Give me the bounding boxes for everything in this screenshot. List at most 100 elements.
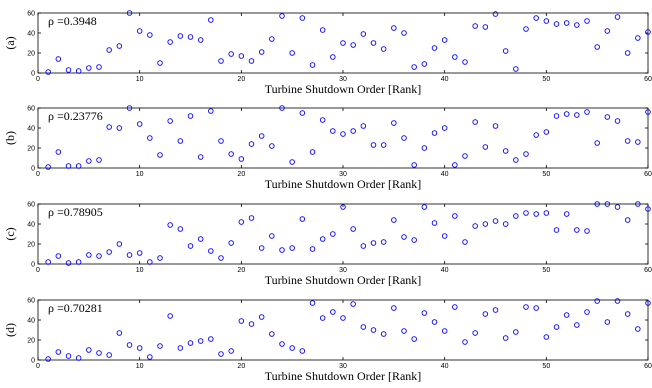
x-tick-label: 60 xyxy=(644,171,652,178)
data-point xyxy=(431,130,438,136)
y-tick-label: 20 xyxy=(27,242,35,249)
x-tick-label: 20 xyxy=(237,363,245,370)
data-point xyxy=(391,25,397,31)
data-point xyxy=(258,245,265,251)
x-tick-label: 30 xyxy=(339,171,347,178)
data-point xyxy=(431,319,438,325)
data-point xyxy=(197,37,204,43)
data-point xyxy=(126,10,133,16)
data-point xyxy=(462,59,468,65)
data-point xyxy=(513,213,519,219)
data-point xyxy=(411,237,417,243)
data-point xyxy=(238,53,245,59)
data-point xyxy=(391,305,397,311)
data-point xyxy=(492,123,499,129)
data-point xyxy=(177,345,184,351)
data-point xyxy=(482,311,489,317)
data-point xyxy=(238,318,245,324)
data-point xyxy=(75,68,82,74)
data-point xyxy=(126,252,133,258)
data-point xyxy=(340,131,346,137)
data-point xyxy=(299,110,306,116)
data-point xyxy=(594,44,600,50)
data-point xyxy=(533,305,539,311)
data-point xyxy=(45,259,51,265)
data-point xyxy=(319,27,326,33)
data-point xyxy=(289,345,295,351)
data-point xyxy=(492,307,499,313)
data-point xyxy=(574,112,580,118)
data-point xyxy=(96,157,102,163)
chart-panel: 0 10 20 30 40 50 60 0 20 40 60 (a) ρ =0.3948 Turbine … xyxy=(3,10,652,96)
data-point xyxy=(157,255,163,261)
data-point xyxy=(86,252,92,258)
data-point xyxy=(55,56,62,62)
data-point xyxy=(75,163,82,169)
data-point xyxy=(543,18,550,24)
data-point xyxy=(309,149,316,155)
data-point xyxy=(65,353,72,359)
x-tick-label: 30 xyxy=(339,267,347,274)
data-point xyxy=(167,222,173,228)
data-point xyxy=(289,50,295,56)
data-point xyxy=(624,50,631,56)
panel-label: (d) xyxy=(3,323,17,337)
data-point xyxy=(523,304,529,310)
data-point xyxy=(594,298,600,304)
data-point xyxy=(86,158,92,164)
data-point xyxy=(167,39,173,45)
data-point xyxy=(584,228,590,234)
data-point xyxy=(218,58,224,64)
data-point xyxy=(208,108,214,114)
correlation-annotation: ρ =0.78905 xyxy=(48,205,103,219)
y-tick-label: 20 xyxy=(27,338,35,345)
data-point xyxy=(360,243,367,249)
data-point xyxy=(106,47,112,53)
x-axis-label: Turbine Shutdown Order [Rank] xyxy=(265,369,422,383)
data-point xyxy=(401,30,407,36)
data-point xyxy=(279,13,285,19)
data-point xyxy=(462,153,468,159)
data-point xyxy=(421,204,428,210)
data-point xyxy=(441,125,448,131)
data-point xyxy=(472,330,478,336)
data-point xyxy=(279,341,285,347)
y-tick-label: 40 xyxy=(27,31,35,38)
plot-frame xyxy=(37,203,649,265)
data-point xyxy=(330,231,336,237)
x-tick-label: 10 xyxy=(136,363,144,370)
data-point xyxy=(136,28,143,34)
data-point xyxy=(116,125,123,131)
x-tick-label: 50 xyxy=(542,267,550,274)
data-point xyxy=(370,327,377,333)
x-tick-label: 30 xyxy=(339,363,347,370)
data-point xyxy=(360,31,367,37)
data-point xyxy=(553,113,560,119)
data-point xyxy=(614,204,621,210)
data-point xyxy=(452,54,458,60)
data-point xyxy=(523,151,529,157)
data-point xyxy=(431,45,438,51)
y-tick-label: 20 xyxy=(27,51,35,58)
y-tick-label: 0 xyxy=(31,166,35,173)
data-point xyxy=(330,309,336,315)
x-tick-label: 40 xyxy=(441,171,449,178)
data-point xyxy=(604,28,611,34)
data-point xyxy=(482,144,489,150)
data-point xyxy=(563,211,570,217)
data-point xyxy=(604,114,611,120)
data-point xyxy=(258,133,265,139)
data-point xyxy=(604,319,611,325)
data-point xyxy=(258,49,265,55)
data-point xyxy=(604,201,611,207)
data-point xyxy=(380,46,387,52)
data-point xyxy=(96,350,102,356)
data-point xyxy=(157,60,163,66)
data-point xyxy=(136,250,143,256)
data-point xyxy=(299,15,306,21)
data-point xyxy=(116,43,123,49)
x-tick-label: 50 xyxy=(542,171,550,178)
x-tick-label: 40 xyxy=(441,76,449,83)
data-point xyxy=(533,132,539,138)
data-point xyxy=(574,227,580,233)
